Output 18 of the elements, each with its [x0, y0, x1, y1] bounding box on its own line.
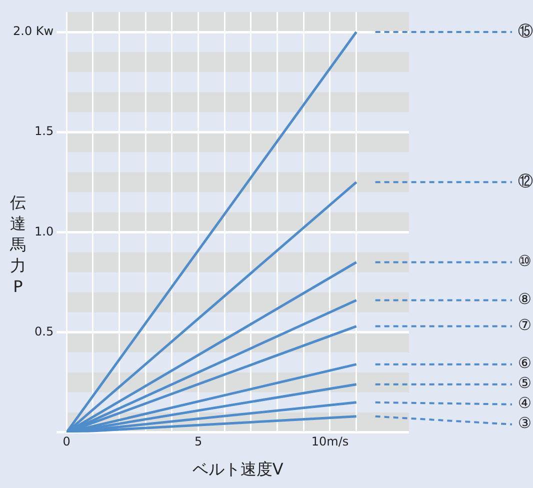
text: ⑥: [518, 354, 532, 372]
text: ⑩: [518, 252, 532, 270]
x-tick-label: 0: [62, 434, 70, 449]
text: ⑧: [518, 290, 532, 308]
y-axis-title: 伝達馬力P: [9, 192, 27, 297]
y-tick-label: 0.5: [34, 324, 54, 338]
text: ③: [518, 414, 532, 432]
text: ④: [518, 394, 532, 412]
x-tick-label: 10m/s: [311, 434, 349, 449]
y-tick-label: 1.5: [34, 124, 54, 138]
x-axis-title: ベルト速度V: [192, 460, 284, 479]
text: ⑫: [518, 172, 533, 190]
text: ⑮: [518, 22, 533, 40]
y-tick-label: 2.0 Kw: [12, 24, 54, 38]
text: ⑤: [518, 374, 532, 392]
text: ⑦: [518, 316, 532, 334]
x-tick-label: 5: [194, 434, 202, 449]
y-tick-label: 1.0: [34, 224, 54, 238]
